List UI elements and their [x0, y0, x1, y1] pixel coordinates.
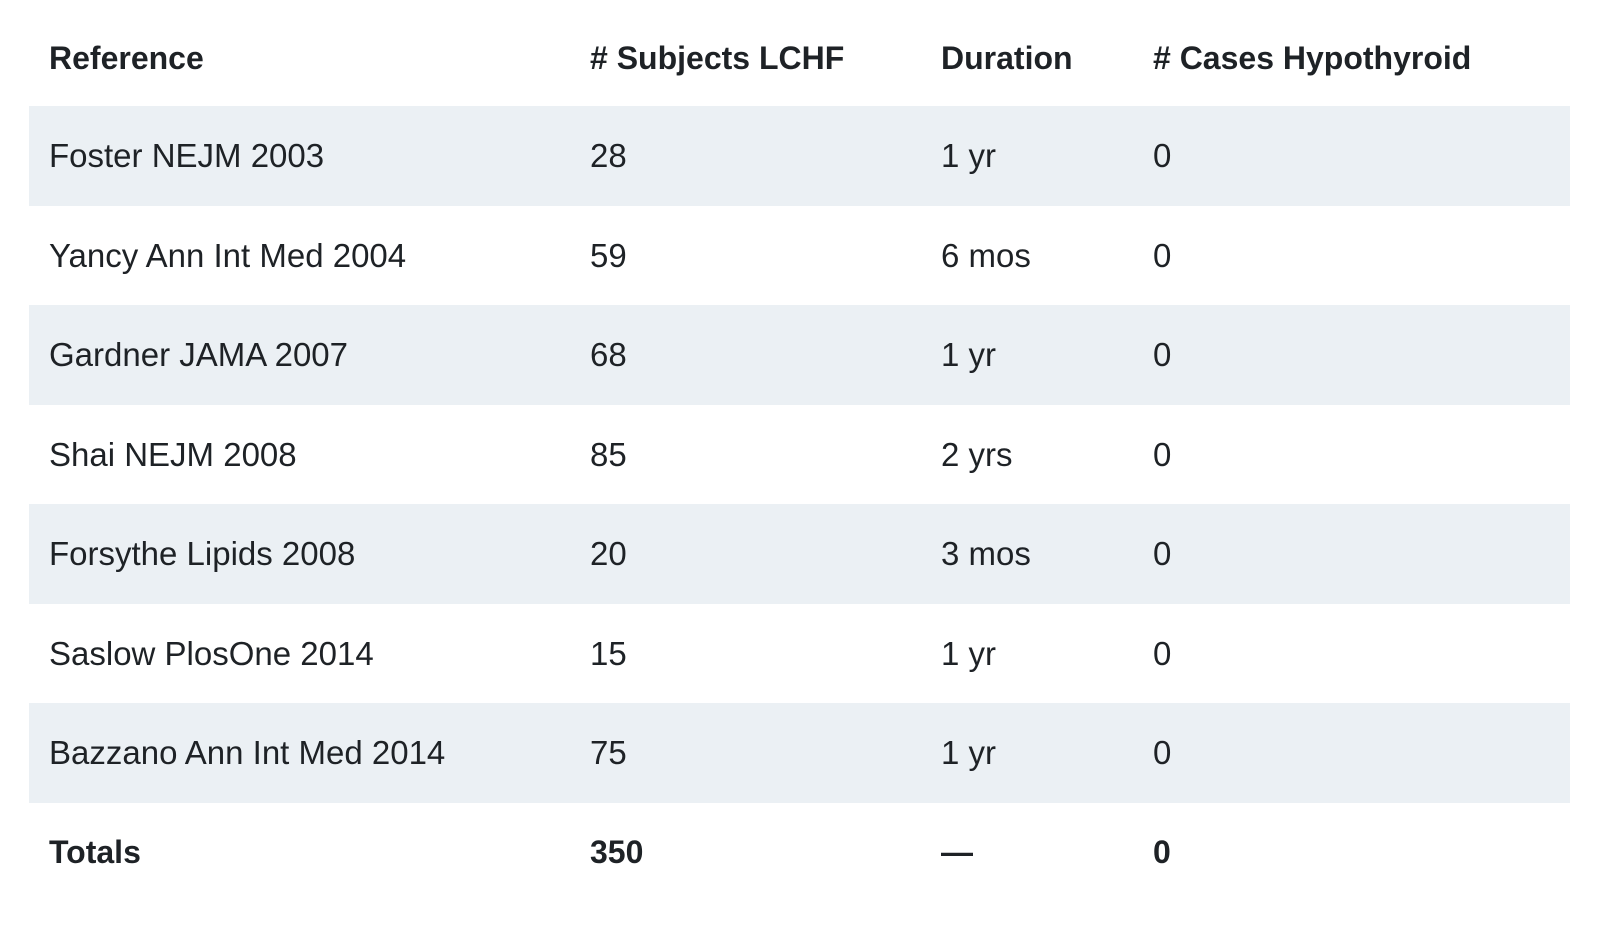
header-subjects-lchf: # Subjects LCHF	[590, 40, 845, 76]
cell-subjects: 28	[590, 137, 627, 175]
cell-duration: 2 yrs	[941, 435, 1013, 473]
header-duration: Duration	[941, 40, 1073, 76]
cell-duration: 1 yr	[941, 336, 997, 374]
table-row: Saslow PlosOne 2014 15 1 yr 0	[29, 604, 1570, 704]
totals-subjects: 350	[590, 834, 644, 871]
header-reference: Reference	[49, 40, 204, 76]
cell-duration: 1 yr	[941, 634, 997, 672]
totals-label: Totals	[49, 834, 141, 871]
table-header-row: Reference # Subjects LCHF Duration # Cas…	[29, 10, 1570, 106]
cell-reference: Shai NEJM 2008	[49, 435, 297, 473]
cell-duration: 1 yr	[941, 137, 997, 175]
cell-reference: Gardner JAMA 2007	[49, 336, 348, 374]
table-row: Foster NEJM 2003 28 1 yr 0	[29, 106, 1570, 206]
cell-subjects: 15	[590, 634, 627, 672]
cell-subjects: 75	[590, 734, 627, 772]
cell-cases: 0	[1153, 734, 1172, 772]
cell-cases: 0	[1153, 435, 1172, 473]
cell-cases: 0	[1153, 634, 1172, 672]
data-table: Reference # Subjects LCHF Duration # Cas…	[29, 10, 1570, 902]
totals-cases: 0	[1153, 834, 1171, 871]
cell-duration: 1 yr	[941, 734, 997, 772]
table-row: Shai NEJM 2008 85 2 yrs 0	[29, 405, 1570, 505]
cell-reference: Forsythe Lipids 2008	[49, 535, 356, 573]
cell-reference: Foster NEJM 2003	[49, 137, 325, 175]
cell-cases: 0	[1153, 336, 1172, 374]
table-row: Yancy Ann Int Med 2004 59 6 mos 0	[29, 206, 1570, 306]
cell-subjects: 59	[590, 236, 627, 274]
cell-cases: 0	[1153, 137, 1172, 175]
cell-reference: Yancy Ann Int Med 2004	[49, 236, 407, 274]
cell-cases: 0	[1153, 535, 1172, 573]
cell-subjects: 85	[590, 435, 627, 473]
cell-subjects: 68	[590, 336, 627, 374]
cell-duration: 3 mos	[941, 535, 1031, 573]
cell-cases: 0	[1153, 236, 1172, 274]
cell-reference: Bazzano Ann Int Med 2014	[49, 734, 446, 772]
table-row: Forsythe Lipids 2008 20 3 mos 0	[29, 504, 1570, 604]
cell-duration: 6 mos	[941, 236, 1031, 274]
cell-subjects: 20	[590, 535, 627, 573]
table-row: Bazzano Ann Int Med 2014 75 1 yr 0	[29, 703, 1570, 803]
table-totals-row: Totals 350 — 0	[29, 803, 1570, 903]
cell-reference: Saslow PlosOne 2014	[49, 634, 374, 672]
header-cases-hypothyroid: # Cases Hypothyroid	[1153, 40, 1472, 76]
totals-duration: —	[941, 834, 973, 871]
table-row: Gardner JAMA 2007 68 1 yr 0	[29, 305, 1570, 405]
